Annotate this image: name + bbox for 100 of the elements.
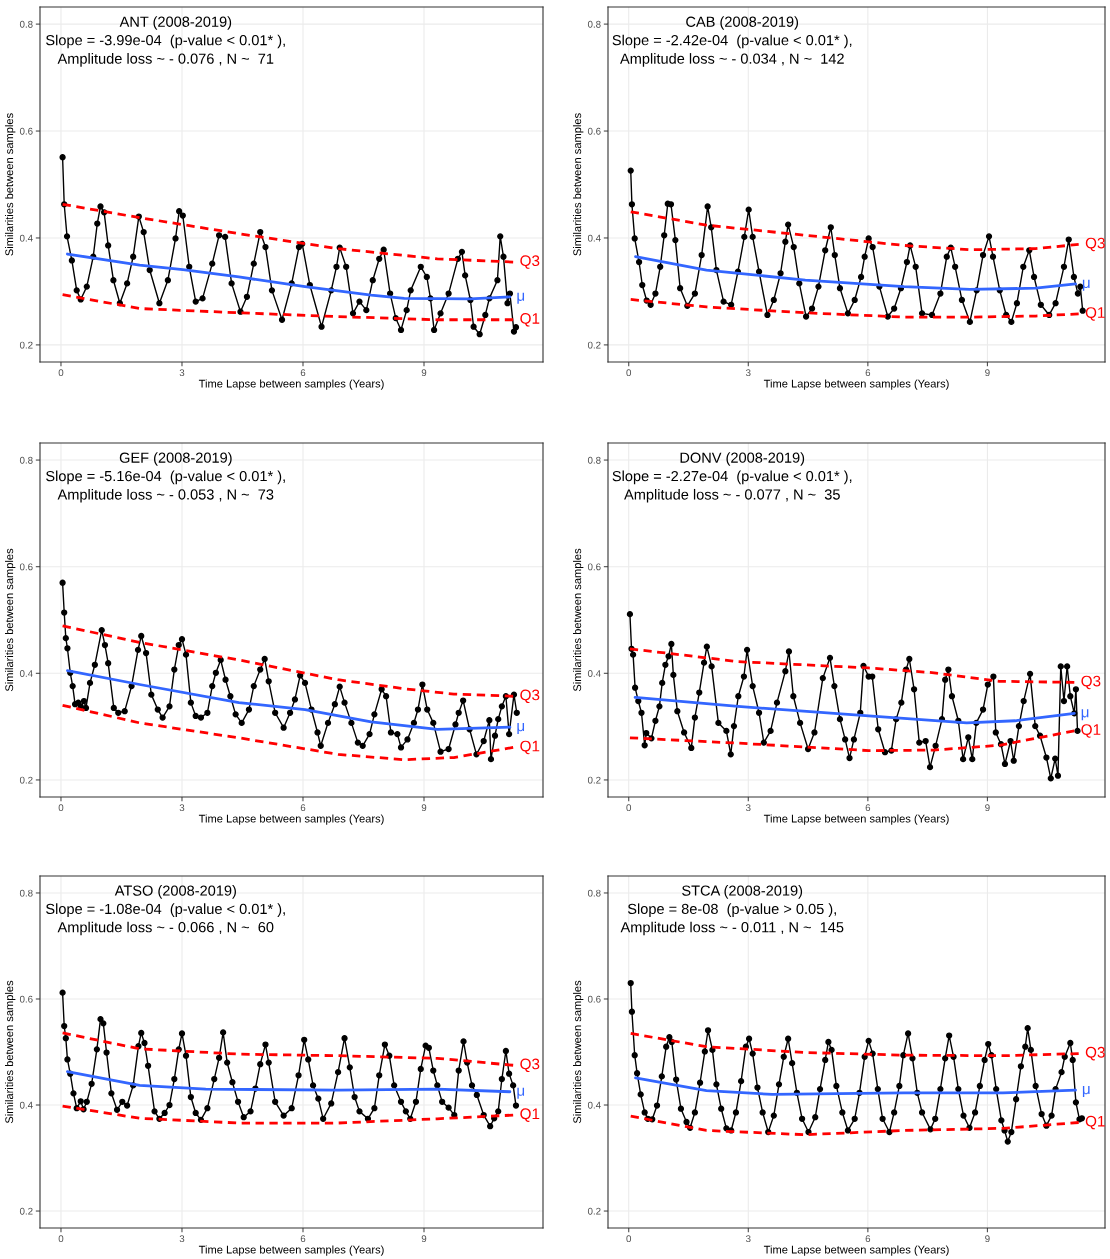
y-tick-label: 0.8 (19, 456, 33, 464)
x-tick-label: 3 (179, 804, 185, 812)
series-label: Q1 (520, 313, 540, 327)
x-axis-title: Time Lapse between samples (Years) (763, 814, 949, 825)
line-series (66, 1070, 512, 1094)
annotation: Amplitude loss ~ - 0.011 , N ~ 145 (620, 921, 844, 936)
line-series (66, 669, 512, 731)
line-series (61, 1031, 515, 1067)
x-tick-label: 3 (179, 369, 185, 377)
y-tick-label: 0.2 (587, 341, 601, 349)
y-axis-title: Similarities between samples (5, 113, 16, 256)
line-series (61, 293, 515, 322)
series-label: μ (1082, 279, 1090, 291)
y-tick-label: 0.4 (19, 670, 33, 677)
line-series (629, 210, 1081, 252)
y-tick-label: 0.4 (19, 1101, 33, 1109)
x-tick-label: 0 (626, 369, 632, 377)
series-label: Q3 (1081, 675, 1101, 690)
x-tick-label: 3 (745, 369, 751, 377)
line-series (61, 1104, 515, 1125)
y-tick-label: 0.8 (19, 20, 33, 28)
x-tick-label: 6 (300, 804, 306, 812)
y-axis-title: Similarities between samples (573, 113, 584, 256)
y-tick-label: 0.6 (587, 127, 601, 135)
annotation: Slope = -3.99e-04 (p-value < 0.01* ), (46, 34, 285, 49)
series-label: μ (1082, 1086, 1090, 1098)
y-tick-label: 0.6 (19, 563, 33, 571)
annotation: Amplitude loss ~ - 0.053 , N ~ 73 (57, 488, 274, 503)
y-axis-title: Similarities between samples (5, 980, 16, 1124)
x-tick-label: 0 (626, 804, 632, 812)
x-tick-label: 6 (865, 804, 871, 812)
series-label: μ (517, 1087, 525, 1099)
y-axis-title: Similarities between samples (5, 548, 16, 692)
line-series (61, 624, 515, 698)
x-tick-label: 3 (179, 1235, 185, 1243)
x-tick-label: 0 (58, 1235, 64, 1243)
y-tick-label: 0.6 (19, 995, 33, 1003)
series-label: Q3 (1085, 1046, 1105, 1061)
line-series (628, 647, 1076, 684)
series-label: Q3 (1085, 237, 1105, 252)
series-label: Q1 (1085, 1115, 1105, 1130)
y-tick-label: 0.2 (587, 776, 601, 784)
text: STCA (2008-2019) (682, 885, 803, 899)
line-series (629, 1032, 1081, 1058)
annotation: Amplitude loss ~ - 0.066 , N ~ 60 (57, 921, 274, 936)
series-label: Q1 (520, 740, 540, 755)
line-series (61, 703, 515, 762)
series-label: μ (517, 292, 525, 304)
x-tick-label: 9 (421, 369, 427, 377)
y-tick-label: 0.6 (587, 995, 601, 1003)
x-tick-label: 6 (300, 369, 306, 377)
series-label: Q3 (520, 255, 540, 269)
x-tick-label: 9 (985, 1235, 990, 1243)
series-label: Q3 (520, 689, 540, 704)
y-tick-label: 0.4 (587, 670, 601, 677)
y-tick-label: 0.4 (587, 1101, 601, 1109)
series-label: Q1 (1085, 307, 1105, 321)
x-axis-title: Time Lapse between samples (Years) (198, 814, 384, 825)
x-tick-label: 3 (745, 804, 751, 812)
y-tick-label: 0.2 (587, 1207, 601, 1215)
y-tick-label: 0.4 (587, 234, 601, 242)
x-axis-title: Time Lapse between samples (Years) (198, 379, 384, 390)
text: GEF (2008-2019) (119, 452, 232, 466)
line-series (66, 252, 512, 301)
line-series (633, 695, 1076, 725)
series-label: Q3 (520, 1058, 540, 1073)
x-tick-label: 9 (985, 369, 990, 377)
y-tick-label: 0.8 (587, 456, 601, 464)
y-axis-title: Similarities between samples (573, 980, 584, 1124)
x-tick-label: 9 (421, 1235, 427, 1243)
x-tick-label: 0 (58, 804, 64, 812)
text: DONV (2008-2019) (680, 452, 805, 466)
y-axis-title: Similarities between samples (573, 548, 584, 692)
series-label: μ (517, 723, 525, 735)
text: ATSO (2008-2019) (114, 885, 236, 899)
y-tick-label: 0.6 (19, 127, 33, 135)
line-series (61, 202, 515, 264)
x-tick-label: 6 (300, 1235, 306, 1243)
x-tick-label: 9 (421, 804, 427, 812)
x-tick-label: 9 (985, 804, 990, 812)
x-tick-label: 0 (626, 1235, 632, 1243)
y-tick-label: 0.4 (19, 234, 33, 242)
series-label: Q1 (520, 1108, 540, 1122)
x-tick-label: 6 (865, 369, 871, 377)
text: ANT (2008-2019) (119, 16, 232, 30)
y-tick-label: 0.2 (19, 1207, 33, 1215)
annotation: Amplitude loss ~ - 0.076 , N ~ 71 (57, 53, 274, 67)
annotation: Slope = -1.08e-04 (p-value < 0.01* ), (46, 903, 285, 917)
annotation: Slope = -2.27e-04 (p-value < 0.01* ), (612, 470, 852, 485)
x-tick-label: 6 (865, 1235, 871, 1243)
x-axis-title: Time Lapse between samples (Years) (763, 379, 949, 390)
series-label: μ (1081, 709, 1089, 721)
annotation: Slope = -2.42e-04 (p-value < 0.01* ), (612, 34, 852, 49)
y-tick-label: 0.8 (587, 20, 601, 28)
y-tick-label: 0.8 (19, 889, 33, 897)
x-axis-title: Time Lapse between samples (Years) (763, 1245, 949, 1256)
x-tick-label: 0 (58, 369, 64, 377)
annotation: Amplitude loss ~ - 0.034 , N ~ 142 (620, 53, 844, 67)
x-axis-title: Time Lapse between samples (Years) (198, 1245, 384, 1256)
y-tick-label: 0.2 (19, 341, 33, 349)
